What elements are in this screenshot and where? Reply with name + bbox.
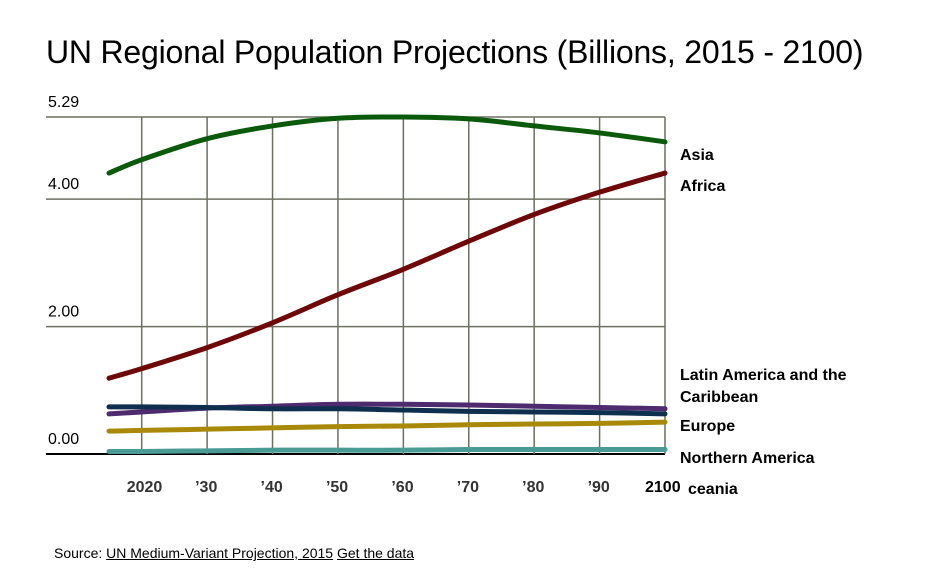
legend-label-asia: Asia (680, 147, 714, 164)
series-line-northern-america (106, 419, 668, 434)
series-line-europe (106, 404, 668, 417)
x-tick-label: ’30 (195, 479, 217, 496)
legend-label-europe: Europe (680, 418, 735, 435)
legend-label-oceania: ceania (688, 481, 738, 498)
x-axis-ticks: 2020 ’30 ’40 ’50 ’60 ’70 ’80 ’90 2100 (127, 479, 681, 496)
x-tick-label: 2020 (127, 479, 163, 496)
legend-label-africa: Africa (680, 178, 725, 195)
source-prefix: Source: (54, 545, 107, 561)
x-tick-label: ’70 (457, 479, 479, 496)
y-tick-label: 2.00 (48, 304, 79, 321)
y-tick-label: 0.00 (48, 431, 79, 448)
source-footer: Source: UN Medium-Variant Projection, 20… (54, 545, 414, 561)
series-lines (106, 114, 668, 454)
x-tick-label: ’60 (391, 479, 413, 496)
legend-label-latin-america-and-the-caribbean: Latin America and the (680, 367, 847, 384)
series-line-africa (106, 170, 668, 381)
series-line-asia (106, 114, 668, 176)
series-line-oceania (106, 446, 668, 454)
x-tick-label: ’50 (326, 479, 348, 496)
legend-labels: Asia Africa Latin America and the Caribbean… (680, 147, 847, 498)
x-tick-label: ’80 (522, 479, 544, 496)
y-tick-label: 5.29 (48, 94, 79, 111)
x-tick-label: ’40 (261, 479, 283, 496)
x-tick-label: 2100 (645, 479, 681, 496)
gridlines (46, 116, 666, 455)
source-link[interactable]: UN Medium-Variant Projection, 2015 (106, 545, 334, 561)
chart-title: UN Regional Population Projections (Bill… (46, 34, 864, 70)
y-tick-label: 4.00 (48, 176, 79, 193)
y-axis-ticks: 0.00 2.00 4.00 5.29 (48, 94, 79, 448)
legend-label-latin-america-and-the-caribbean: Caribbean (680, 389, 758, 406)
x-tick-label: ’90 (588, 479, 610, 496)
legend-label-northern-america: Northern America (680, 450, 815, 467)
get-data-link[interactable]: Get the data (336, 545, 415, 561)
